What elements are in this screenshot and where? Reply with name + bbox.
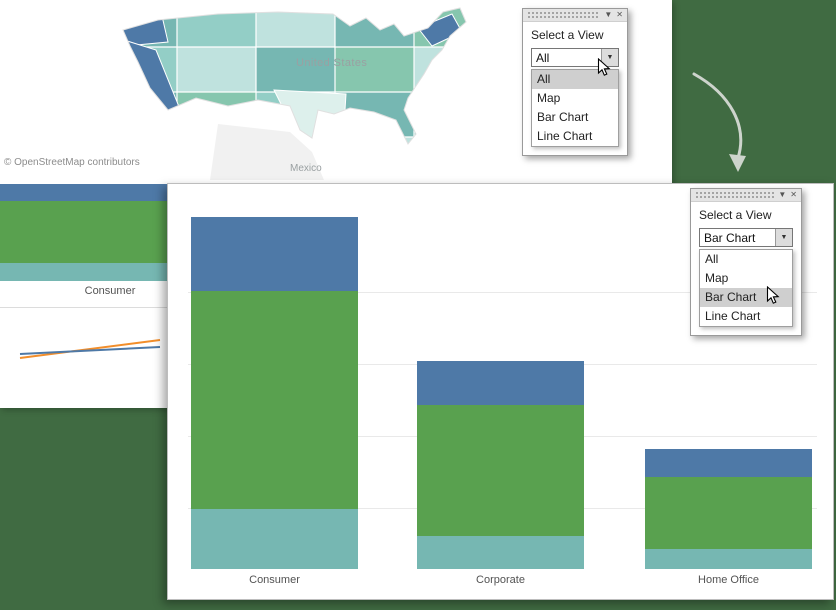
state-washington (123, 15, 169, 47)
view-option-map[interactable]: Map (705, 271, 729, 285)
bar-consumer-teal-segment[interactable] (191, 509, 358, 569)
param-control-titlebar[interactable]: ▼ ✕ (523, 9, 627, 22)
back-line-chart (19, 339, 161, 359)
bar-consumer-blue-segment[interactable] (191, 217, 358, 291)
param-title: Select a View (531, 28, 604, 42)
bar-corporate-green-segment[interactable] (417, 405, 584, 536)
gridline (188, 292, 817, 293)
view-option-line-chart[interactable]: Line Chart (537, 129, 593, 143)
combo-dropdown-button[interactable]: ▼ (601, 49, 618, 66)
category-label-home-office: Home Office (698, 574, 759, 586)
param-close-icon[interactable]: ✕ (790, 190, 797, 199)
view-option-all[interactable]: All (705, 252, 719, 266)
us-choropleth-map[interactable] (98, 2, 568, 180)
stacked-bar-chart: Consumer Corporate Home Office (168, 184, 833, 599)
mouse-cursor (597, 58, 611, 76)
select-view-control-front: ▼ ✕ Select a View Bar Chart ▼ All Map Bar … (690, 188, 802, 336)
orange-line[interactable] (19, 339, 161, 359)
panel-divider (0, 307, 167, 308)
map-country-label: United States (296, 57, 368, 69)
param-menu-caret-icon[interactable]: ▼ (778, 190, 787, 199)
mexico-landmass (210, 124, 324, 180)
param-close-icon[interactable]: ✕ (616, 10, 623, 19)
chevron-down-icon: ▼ (780, 234, 788, 241)
bar-corporate-blue-segment[interactable] (417, 361, 584, 405)
mouse-cursor (766, 286, 780, 304)
bar-home-office-green-segment[interactable] (645, 477, 812, 549)
drag-grip[interactable] (527, 11, 601, 19)
param-menu-caret-icon[interactable]: ▼ (604, 10, 613, 19)
back-bar-category-label: Consumer (84, 285, 136, 297)
category-label-corporate: Corporate (476, 574, 525, 586)
view-option-bar-chart[interactable]: Bar Chart (537, 110, 589, 124)
back-bar-segment-teal[interactable] (0, 263, 167, 281)
combo-selected-value: Bar Chart (704, 230, 756, 245)
map-view: United States Mexico © OpenStreetMap con… (0, 0, 672, 183)
view-option-map[interactable]: Map (537, 91, 561, 105)
view-option-line-chart[interactable]: Line Chart (705, 309, 761, 323)
bar-home-office-teal-segment[interactable] (645, 549, 812, 569)
drag-grip[interactable] (695, 191, 775, 199)
view-options-list: All Map Bar Chart Line Chart (531, 69, 619, 147)
view-select-combobox[interactable]: Bar Chart ▼ (699, 228, 793, 247)
view-options-list: All Map Bar Chart Line Chart (699, 249, 793, 327)
view-select-combobox[interactable]: All ▼ (531, 48, 619, 67)
param-control-titlebar[interactable]: ▼ ✕ (691, 189, 801, 202)
combo-selected-value: All (536, 50, 550, 65)
map-mexico-label: Mexico (290, 163, 322, 174)
combo-dropdown-button[interactable]: ▼ (775, 229, 792, 246)
chevron-down-icon: ▼ (606, 54, 614, 61)
view-option-all[interactable]: All (532, 70, 618, 89)
curved-arrow (692, 72, 746, 172)
map-attribution-link[interactable]: © OpenStreetMap contributors (4, 157, 140, 168)
blue-line[interactable] (19, 346, 161, 355)
back-bar-chart (0, 184, 167, 281)
bar-home-office-blue-segment[interactable] (645, 449, 812, 477)
back-bar-segment-green[interactable] (0, 201, 167, 263)
param-title: Select a View (699, 208, 772, 222)
category-label-consumer: Consumer (249, 574, 300, 586)
back-bar-segment-blue[interactable] (0, 184, 167, 201)
bar-corporate-teal-segment[interactable] (417, 536, 584, 569)
bar-consumer-green-segment[interactable] (191, 291, 358, 509)
select-view-control-top: ▼ ✕ Select a View All ▼ All Map Bar Chart L… (522, 8, 628, 156)
